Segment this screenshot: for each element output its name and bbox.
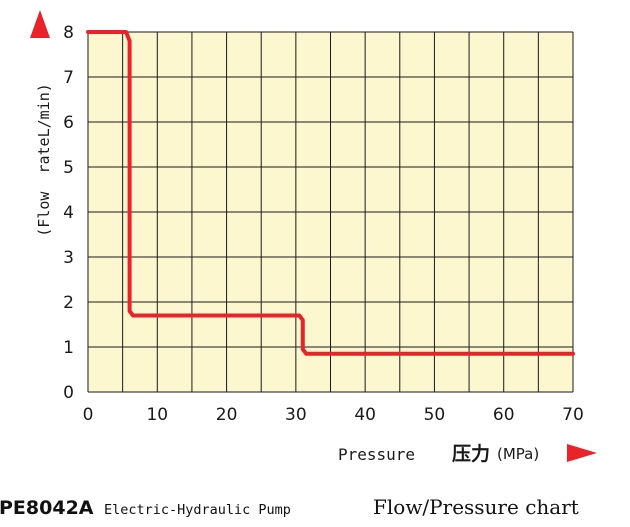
y-tick-labels: 0 1 2 3 4 5 6 7 8 [63,23,74,403]
y-tick-label: 2 [63,293,74,313]
y-axis-arrow-icon [30,10,50,38]
x-tick-label: 60 [493,405,515,425]
x-axis-label: Pressure [338,445,415,464]
x-axis-label-cn: 压力 [452,442,490,465]
grid-lines [87,31,574,393]
x-axis-arrow-icon [567,444,597,462]
y-tick-label: 3 [63,248,74,268]
x-tick-labels: 0 10 20 30 40 50 60 70 [83,405,584,425]
x-tick-label: 50 [424,405,446,425]
y-tick-label: 8 [63,23,74,43]
x-tick-label: 10 [146,405,168,425]
product-description: Electric-Hydraulic Pump [104,502,291,518]
y-tick-label: 0 [63,383,74,403]
y-tick-label: 4 [63,203,74,223]
chart-title: Flow/Pressure chart [373,495,579,519]
x-axis-unit: (MPa) [497,445,539,463]
y-tick-label: 7 [63,68,74,88]
x-tick-label: 20 [216,405,238,425]
y-tick-label: 6 [63,113,74,133]
flow-curve [86,30,575,356]
x-tick-label: 30 [285,405,307,425]
x-tick-label: 40 [354,405,376,425]
y-tick-label: 1 [63,338,74,358]
y-axis-label: (Flow rateL/min) [35,83,53,237]
model-number: PE8042A [0,497,94,519]
x-tick-label: 0 [83,405,94,425]
x-tick-label: 70 [562,405,584,425]
y-tick-label: 5 [63,158,74,178]
